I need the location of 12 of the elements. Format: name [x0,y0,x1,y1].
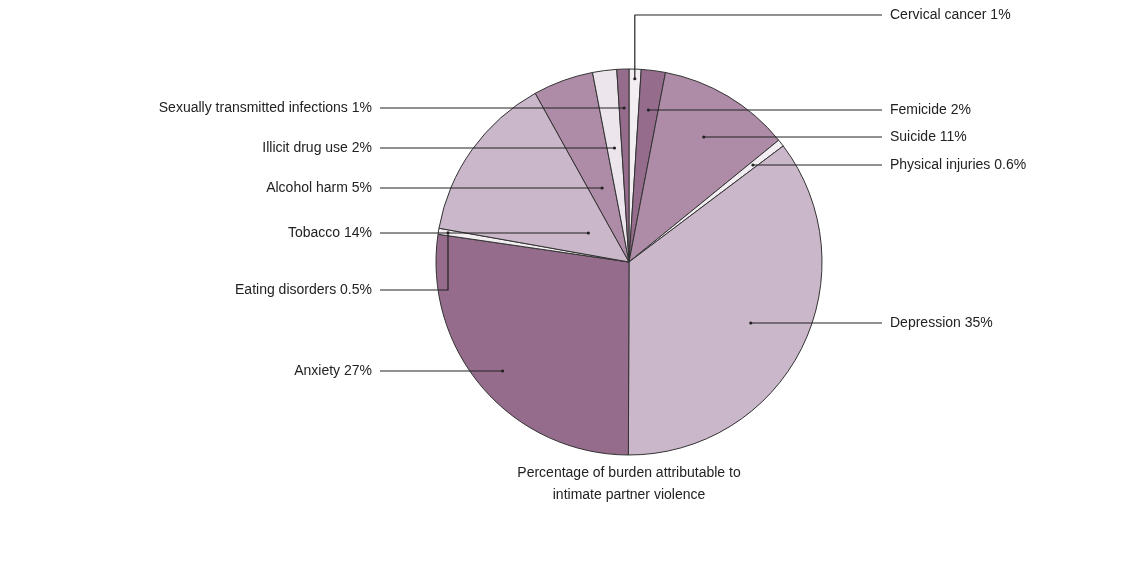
slice-label: Sexually transmitted infections 1% [158,99,372,115]
text: Percentage of burden attributable to intimate partner violence [517,464,741,502]
slice-label: Tobacco 14% [287,224,372,240]
slice-label: Femicide 2% [890,101,971,117]
slice-label: Depression 35% [890,314,993,330]
slice-label: Physical injuries 0.6% [890,156,1027,172]
slice-label: Cervical cancer 1% [890,6,1011,22]
slice-label: Suicide 11% [890,128,967,144]
slice-label: Illicit drug use 2% [262,139,372,155]
slice-label: Alcohol harm 5% [266,179,372,195]
slice-label: Eating disorders 0.5% [235,281,372,297]
slice-label: Anxiety 27% [294,362,372,378]
